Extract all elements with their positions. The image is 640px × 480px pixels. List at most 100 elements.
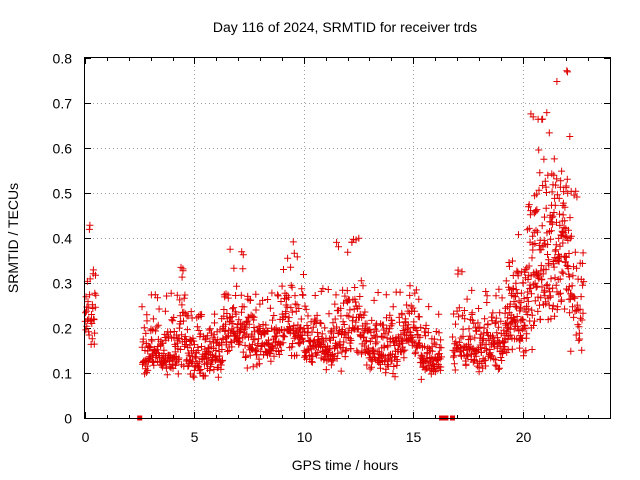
data-point — [536, 169, 544, 177]
data-point — [404, 321, 412, 329]
data-point — [287, 304, 295, 312]
data-point — [544, 251, 551, 258]
data-point — [214, 373, 222, 381]
data-point — [352, 298, 360, 306]
data-point — [548, 214, 556, 222]
data-point — [566, 214, 574, 222]
data-point — [88, 320, 96, 327]
data-point — [535, 146, 543, 154]
data-point — [514, 272, 522, 280]
data-point — [421, 342, 429, 350]
data-point — [561, 203, 569, 211]
data-point — [455, 313, 463, 321]
data-point — [237, 291, 245, 299]
data-point — [161, 307, 169, 315]
data-point — [515, 326, 523, 334]
data-point — [359, 282, 367, 290]
data-point — [288, 283, 296, 291]
data-point — [163, 371, 171, 379]
y-tick-label: 0.6 — [53, 141, 73, 157]
data-point — [468, 286, 476, 294]
data-point — [576, 305, 584, 313]
data-point — [224, 294, 232, 302]
data-point — [184, 312, 192, 320]
data-point — [492, 292, 500, 300]
data-point — [570, 313, 578, 321]
data-point — [159, 339, 167, 347]
data-point — [569, 303, 576, 311]
data-point — [354, 348, 362, 356]
data-point — [398, 311, 406, 319]
data-point — [541, 213, 548, 221]
data-point — [537, 294, 545, 302]
data-point — [232, 310, 240, 318]
data-point — [524, 276, 532, 283]
data-point — [201, 336, 209, 344]
data-point — [284, 254, 292, 262]
data-point — [297, 315, 305, 323]
data-point — [450, 310, 458, 318]
data-point — [553, 218, 560, 226]
data-point — [141, 357, 149, 365]
data-point — [525, 224, 533, 232]
data-point — [166, 328, 174, 336]
data-point — [513, 313, 521, 320]
data-point — [368, 363, 375, 371]
data-point — [142, 329, 150, 337]
chart-title: Day 116 of 2024, SRMTID for receiver trd… — [213, 19, 477, 35]
data-point — [451, 366, 459, 374]
data-point — [363, 361, 371, 369]
data-point — [386, 311, 394, 319]
data-point — [525, 201, 533, 209]
x-tick-label: 20 — [516, 429, 532, 445]
data-point — [430, 335, 438, 343]
data-point — [148, 337, 156, 345]
data-point — [228, 343, 236, 351]
data-point — [146, 343, 154, 351]
data-point — [496, 309, 504, 317]
data-point — [388, 320, 396, 328]
data-point — [435, 310, 443, 318]
data-point — [528, 311, 536, 319]
data-point — [569, 272, 577, 280]
data-point — [413, 326, 421, 334]
data-point — [354, 325, 362, 333]
data-point — [224, 347, 231, 355]
data-point — [147, 325, 155, 333]
data-point — [550, 209, 558, 216]
data-point — [524, 288, 532, 296]
data-point — [92, 291, 100, 299]
data-point — [235, 316, 243, 324]
data-point — [173, 291, 181, 299]
data-point — [230, 304, 238, 312]
data-point — [477, 349, 485, 356]
data-point — [360, 342, 368, 350]
data-point — [573, 264, 581, 272]
data-point — [432, 341, 440, 349]
data-point — [553, 78, 561, 85]
data-point — [422, 321, 430, 329]
data-point — [293, 301, 301, 309]
data-point — [245, 333, 252, 341]
data-point — [279, 331, 287, 339]
data-point — [547, 227, 555, 235]
data-point — [498, 357, 506, 364]
data-point — [567, 232, 575, 240]
data-point — [217, 361, 225, 369]
data-point — [266, 349, 274, 357]
data-point — [86, 221, 94, 229]
data-point — [528, 346, 536, 353]
data-point — [155, 305, 163, 313]
data-point — [249, 312, 257, 320]
data-point — [524, 297, 532, 305]
data-point — [480, 324, 488, 332]
data-point — [321, 324, 329, 332]
data-point — [489, 309, 497, 317]
data-point — [246, 351, 254, 359]
data-point — [482, 362, 490, 370]
data-point — [572, 187, 580, 195]
data-point — [450, 360, 458, 368]
data-point — [82, 293, 90, 301]
data-point — [557, 177, 565, 185]
